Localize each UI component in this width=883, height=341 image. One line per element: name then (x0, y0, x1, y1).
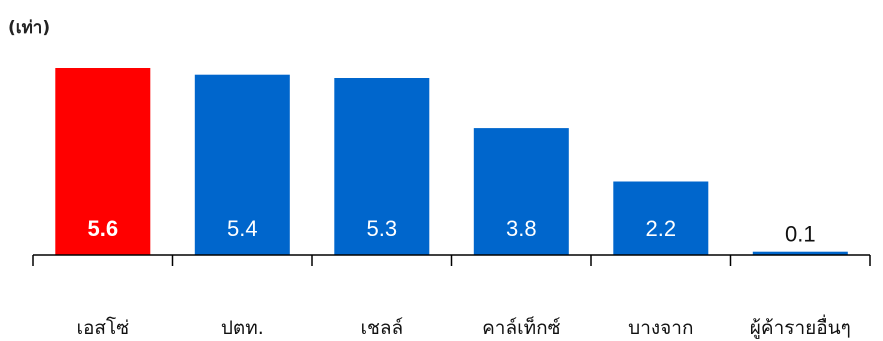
bar-5 (752, 251, 848, 255)
value-label-1: 5.4 (227, 216, 258, 241)
value-label-0: 5.6 (88, 216, 119, 241)
value-label-3: 3.8 (506, 216, 537, 241)
bars-group (55, 68, 848, 255)
bar-4 (613, 181, 709, 255)
category-label-5: ผู้ค้ารายอื่นๆ (750, 314, 851, 339)
category-label-2: เชลล์ (360, 317, 403, 339)
unit-label: (เท่า) (8, 18, 50, 38)
category-label-0: เอสโซ่ (76, 316, 129, 339)
value-labels-group: 5.6 5.4 5.3 3.8 2.2 0.1 (88, 216, 816, 247)
category-label-4: บางจาก (628, 317, 693, 339)
category-label-3: คาล์เท็กซ์ (482, 315, 561, 339)
bar-2 (334, 78, 430, 255)
category-label-1: ปตท. (221, 317, 264, 339)
value-label-2: 5.3 (367, 216, 398, 241)
x-axis (32, 254, 871, 266)
bar-0 (55, 68, 151, 255)
value-label-5: 0.1 (785, 222, 816, 247)
category-labels-group: เอสโซ่ ปตท. เชลล์ คาล์เท็กซ์ บางจาก ผู้ค้าราย… (76, 314, 850, 339)
value-label-4: 2.2 (646, 216, 677, 241)
bar-3 (473, 128, 569, 255)
bar-1 (194, 74, 290, 255)
